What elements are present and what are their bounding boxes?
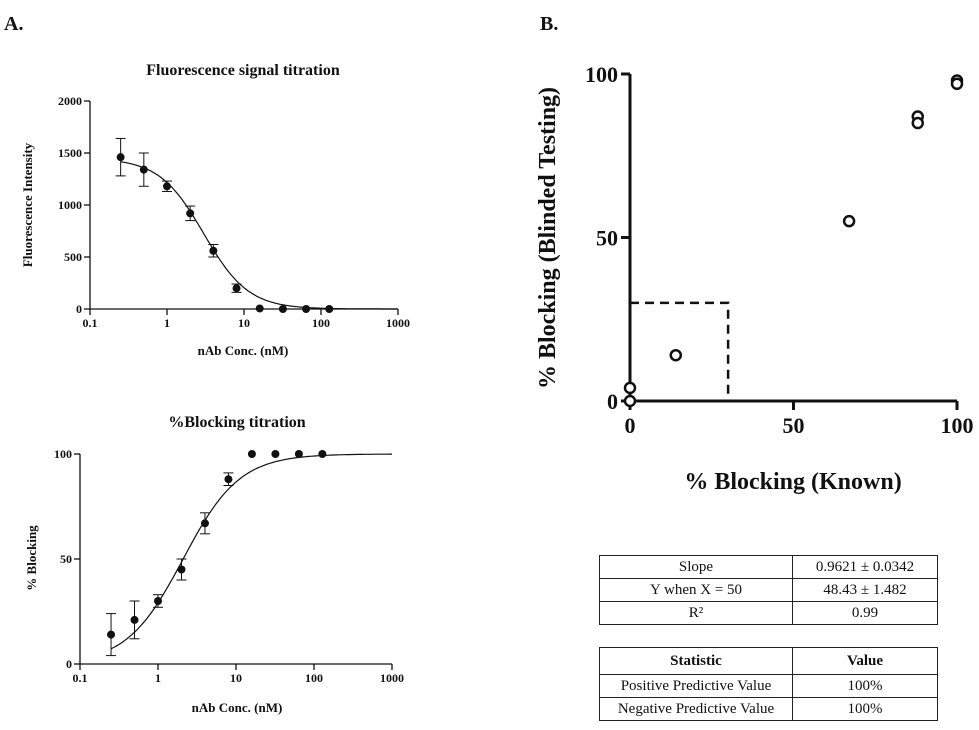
chart2-data-point: [130, 615, 139, 624]
fit-r2-value: 0.99: [792, 601, 938, 625]
chart1-data-point: [278, 305, 287, 313]
chart1-data-point: [163, 182, 171, 191]
chart1-xtick-label: 100: [312, 316, 330, 330]
table-row: Y when X = 50 48.43 ± 1.482: [599, 578, 938, 602]
fit-slope-label: Slope: [599, 555, 793, 579]
chart3-ylabel: % Blocking (Blinded Testing): [535, 87, 561, 389]
ppv-label: Positive Predictive Value: [599, 674, 793, 698]
blinded-vs-known-chart: % Blocking (Known) % Blocking (Blinded T…: [535, 62, 974, 495]
stat-header-label: Statistic: [599, 647, 793, 675]
chart2-ytick-label: 50: [60, 552, 72, 566]
chart2-ylabel: % Blocking: [24, 525, 39, 591]
chart3-data-point: [842, 214, 856, 228]
chart1-ytick-label: 500: [64, 250, 82, 264]
chart2-data-point: [200, 519, 209, 528]
stat-header-value: Value: [792, 647, 938, 675]
chart3-ytick-label: 100: [585, 62, 618, 87]
chart1-data-point: [302, 305, 311, 313]
chart2-data-point: [271, 450, 280, 458]
chart2-data-point: [224, 475, 233, 484]
fit-y-at-50-label: Y when X = 50: [599, 578, 793, 602]
chart1-ytick-label: 2000: [58, 94, 82, 108]
chart1-ylabel: Fluorescence Intensity: [20, 142, 35, 267]
fit-table: Slope 0.9621 ± 0.0342 Y when X = 50 48.4…: [599, 555, 938, 625]
chart1-data-point: [186, 209, 195, 218]
chart2-xtick-label: 1000: [380, 671, 404, 685]
chart2-data-point: [247, 450, 256, 458]
chart1-xtick-label: 1: [164, 316, 170, 330]
fluorescence-titration-chart: Fluorescence signal titration nAb Conc. …: [20, 62, 410, 358]
fit-y-at-50-value: 48.43 ± 1.482: [792, 578, 938, 602]
chart3-xtick-label: 0: [625, 413, 636, 438]
chart2-xlabel: nAb Conc. (nM): [192, 700, 283, 715]
table-row: Positive Predictive Value 100%: [599, 674, 938, 698]
chart1-data-point: [209, 246, 218, 255]
chart3-data-point: [623, 394, 637, 408]
chart2-data-point: [318, 450, 327, 458]
chart2-title: %Blocking titration: [168, 414, 305, 431]
chart1-ytick-label: 1000: [58, 198, 82, 212]
chart1-title: Fluorescence signal titration: [146, 62, 340, 79]
chart2-xtick-label: 100: [305, 671, 323, 685]
chart3-ytick-label: 0: [607, 389, 618, 414]
chart2-xtick-label: 0.1: [73, 671, 88, 685]
npv-label: Negative Predictive Value: [599, 697, 793, 721]
chart2-xtick-label: 10: [230, 671, 242, 685]
chart1-fit-curve: [120, 161, 398, 310]
table-row: Slope 0.9621 ± 0.0342: [599, 555, 938, 579]
chart2-ytick-label: 100: [54, 447, 72, 461]
chart1-data-point: [139, 165, 148, 174]
chart1-xtick-label: 10: [238, 316, 250, 330]
chart2-fit-curve: [110, 453, 392, 650]
chart2-data-point: [294, 450, 303, 458]
chart2-ytick-label: 0: [66, 657, 72, 671]
chart2-data-point: [177, 565, 186, 574]
chart2-data-point: [154, 597, 162, 605]
chart3-xtick-label: 100: [941, 413, 974, 438]
ppv-value: 100%: [792, 674, 938, 698]
chart2-data-point: [107, 630, 116, 639]
chart3-xlabel: % Blocking (Known): [684, 469, 901, 495]
table-header-row: Statistic Value: [599, 647, 938, 675]
statistics-table: Statistic Value Positive Predictive Valu…: [599, 647, 938, 721]
chart1-ytick-label: 1500: [58, 146, 82, 160]
chart2-xtick-label: 1: [155, 671, 161, 685]
panel-b-label: B.: [540, 13, 558, 35]
chart1-data-point: [116, 153, 125, 162]
chart3-data-point: [911, 116, 925, 130]
chart1-data-point: [325, 305, 334, 313]
chart3-xtick-label: 50: [783, 413, 805, 438]
chart3-data-point: [669, 348, 683, 362]
chart1-xtick-label: 0.1: [83, 316, 98, 330]
blocking-titration-chart: %Blocking titration nAb Conc. (nM) % Blo…: [24, 414, 404, 715]
chart1-xlabel: nAb Conc. (nM): [198, 343, 289, 358]
chart3-data-point: [950, 77, 964, 91]
chart3-ytick-label: 50: [596, 226, 618, 251]
table-row: R² 0.99: [599, 601, 938, 625]
table-row: Negative Predictive Value 100%: [599, 697, 938, 721]
panel-a-label: A.: [4, 13, 23, 35]
chart1-data-point: [255, 304, 264, 313]
chart3-data-point: [623, 381, 637, 395]
chart1-ytick-label: 0: [76, 302, 82, 316]
chart1-data-point: [232, 284, 241, 293]
fit-slope-value: 0.9621 ± 0.0342: [792, 555, 938, 579]
npv-value: 100%: [792, 697, 938, 721]
chart3-cutoff-box: [630, 301, 730, 401]
fit-r2-label: R²: [599, 601, 793, 625]
chart1-xtick-label: 1000: [386, 316, 410, 330]
